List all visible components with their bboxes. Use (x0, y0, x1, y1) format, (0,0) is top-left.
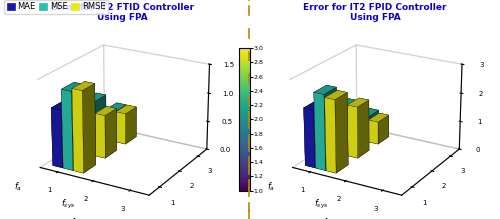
Text: $f_{sys}$: $f_{sys}$ (314, 198, 328, 211)
Text: $f_a$: $f_a$ (267, 181, 275, 193)
Text: $f_{sys}$: $f_{sys}$ (62, 198, 76, 211)
Legend: MAE, MSE, RMSE: MAE, MSE, RMSE (4, 0, 108, 14)
X-axis label: d: d (70, 218, 75, 219)
X-axis label: d: d (322, 218, 328, 219)
Text: $f_a$: $f_a$ (14, 181, 22, 193)
Title: Error for IT2 FPID Controller
Using FPA: Error for IT2 FPID Controller Using FPA (303, 2, 447, 22)
Title: Error for IT2 FTID Controller
Using FPA: Error for IT2 FTID Controller Using FPA (51, 2, 194, 22)
